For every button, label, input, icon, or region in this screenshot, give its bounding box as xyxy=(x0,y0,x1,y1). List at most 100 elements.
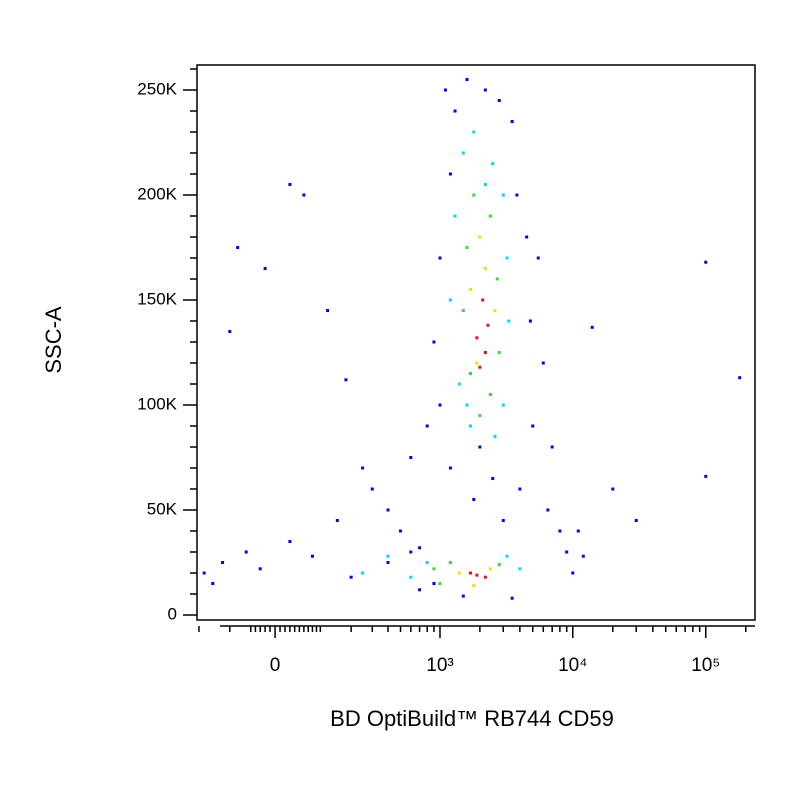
point xyxy=(704,474,708,478)
point xyxy=(465,246,469,250)
point xyxy=(438,403,442,407)
point xyxy=(432,581,436,585)
point xyxy=(288,183,292,187)
point xyxy=(438,581,442,585)
point xyxy=(491,162,495,166)
y-tick-label: 250K xyxy=(137,79,177,98)
point xyxy=(465,78,469,82)
point xyxy=(438,256,442,260)
point xyxy=(475,336,479,340)
point xyxy=(288,540,292,543)
point xyxy=(469,372,473,376)
point xyxy=(488,567,492,571)
y-axis-label: SSC-A xyxy=(41,306,66,374)
point xyxy=(335,519,339,522)
point xyxy=(465,403,469,407)
point xyxy=(448,298,452,302)
point xyxy=(478,445,482,449)
y-tick-label: 150K xyxy=(137,289,177,308)
point xyxy=(370,487,374,491)
x-tick-label: 0 xyxy=(270,655,281,676)
point xyxy=(236,246,240,250)
point xyxy=(386,508,390,512)
point xyxy=(501,519,505,522)
point xyxy=(472,498,476,502)
point xyxy=(349,575,353,579)
point xyxy=(611,487,615,491)
point xyxy=(461,594,465,598)
point xyxy=(472,130,476,134)
point xyxy=(263,267,267,271)
point xyxy=(418,546,422,550)
point xyxy=(469,424,473,428)
point xyxy=(558,529,562,533)
point xyxy=(565,550,569,554)
point xyxy=(228,330,232,334)
point xyxy=(495,277,499,281)
point xyxy=(501,193,505,197)
point xyxy=(550,445,554,449)
point xyxy=(457,571,461,575)
point xyxy=(497,351,501,355)
x-tick-label: 10⁵ xyxy=(691,655,720,676)
point xyxy=(497,563,501,567)
point xyxy=(571,571,575,575)
point xyxy=(326,309,330,313)
x-tick-label: 10³ xyxy=(426,655,453,676)
point xyxy=(472,584,476,588)
point xyxy=(461,151,465,155)
point xyxy=(507,319,511,323)
point xyxy=(443,88,447,92)
point xyxy=(515,193,519,197)
point xyxy=(432,567,436,571)
point xyxy=(475,573,479,577)
point xyxy=(478,365,482,369)
point xyxy=(202,571,206,575)
point xyxy=(518,487,522,491)
point xyxy=(483,351,487,355)
point xyxy=(361,571,365,575)
point xyxy=(211,581,215,585)
point xyxy=(409,456,413,460)
point xyxy=(531,424,535,428)
point xyxy=(386,560,390,564)
point xyxy=(493,309,497,313)
point xyxy=(475,361,479,365)
point xyxy=(448,172,452,176)
point xyxy=(361,466,365,470)
y-tick-label: 0 xyxy=(168,604,177,623)
point xyxy=(505,256,509,260)
point xyxy=(432,340,436,344)
point xyxy=(448,466,452,470)
point xyxy=(510,120,514,124)
point xyxy=(497,99,501,103)
point xyxy=(478,235,482,239)
y-tick-label: 100K xyxy=(137,394,177,413)
point xyxy=(634,519,638,522)
point xyxy=(541,361,545,365)
point xyxy=(704,260,708,264)
point xyxy=(493,435,497,439)
point xyxy=(525,235,529,239)
point xyxy=(418,588,422,592)
point xyxy=(469,288,473,292)
point xyxy=(258,567,262,571)
point xyxy=(425,424,429,428)
point xyxy=(581,554,585,558)
point xyxy=(510,596,514,600)
point xyxy=(399,529,403,533)
point xyxy=(221,560,225,564)
point xyxy=(483,88,487,92)
point xyxy=(738,376,742,380)
point xyxy=(302,193,306,197)
point xyxy=(448,560,452,564)
x-axis-label: BD OptiBuild™ RB744 CD59 xyxy=(330,706,614,731)
point xyxy=(453,214,457,218)
point xyxy=(481,298,485,302)
point xyxy=(457,382,461,386)
y-tick-label: 50K xyxy=(147,499,178,518)
plot-frame xyxy=(196,64,756,621)
point xyxy=(472,193,476,197)
point xyxy=(409,550,413,554)
